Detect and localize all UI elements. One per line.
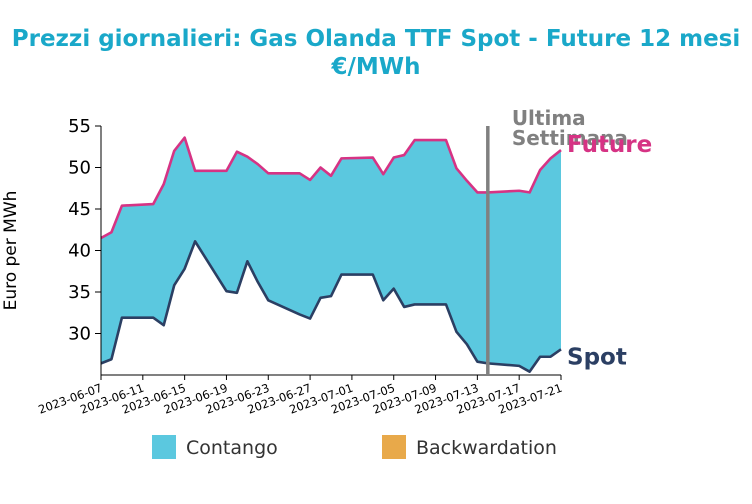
chart-title: Prezzi giornalieri: Gas Olanda TTF Spot … — [11, 26, 741, 52]
future-label: Future — [567, 132, 652, 158]
y-tick-label: 50 — [68, 158, 91, 179]
series-line-spot — [100, 240, 562, 373]
y-tick-label: 55 — [68, 116, 91, 137]
y-tick-label: 35 — [68, 282, 91, 303]
y-tick-label: 45 — [68, 199, 91, 220]
legend-label-contango: Contango — [186, 437, 278, 459]
series-line-future — [100, 136, 562, 240]
marker-label-line1: Ultima — [512, 106, 586, 130]
marker-label-line2: Settimana — [512, 126, 628, 150]
chart-subtitle: €/MWh — [331, 54, 421, 80]
contango-area — [101, 137, 561, 372]
y-tick-label: 40 — [68, 241, 91, 262]
legend-swatch-contango — [152, 435, 176, 459]
legend-swatch-backwardation — [382, 435, 406, 459]
legend-label-backwardation: Backwardation — [416, 437, 557, 459]
spot-label: Spot — [567, 344, 627, 370]
y-axis-label: Euro per MWh — [1, 191, 21, 311]
y-tick-label: 30 — [68, 324, 91, 345]
